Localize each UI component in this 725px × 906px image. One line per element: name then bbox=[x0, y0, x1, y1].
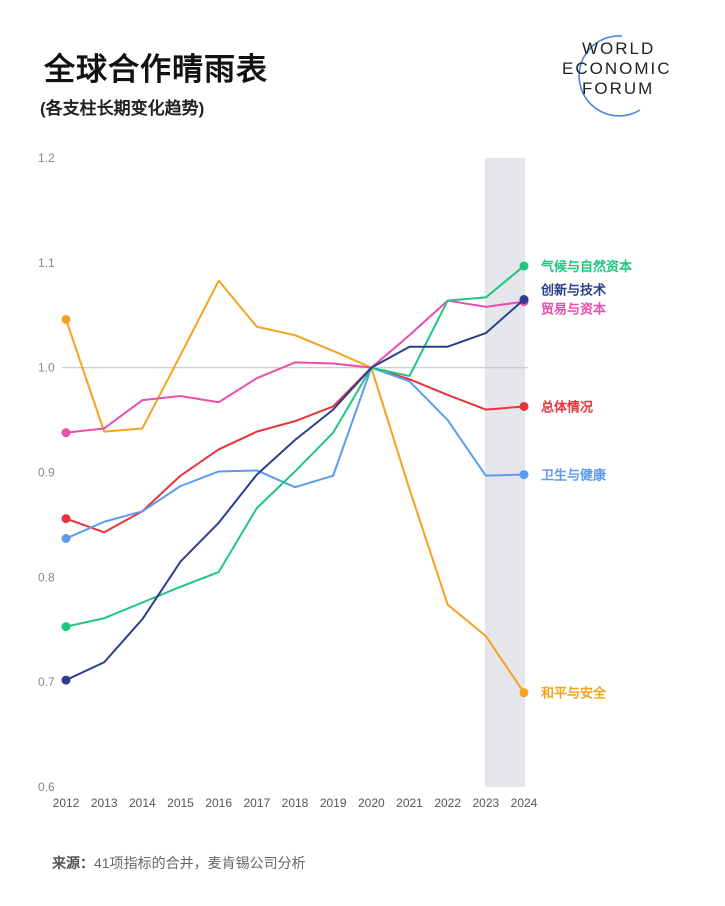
x-tick-label: 2013 bbox=[91, 796, 118, 810]
x-tick-label: 2022 bbox=[434, 796, 461, 810]
y-tick-label: 0.6 bbox=[38, 780, 55, 794]
series-label: 贸易与资本 bbox=[541, 302, 606, 317]
x-tick-label: 2020 bbox=[358, 796, 385, 810]
x-tick-label: 2015 bbox=[167, 796, 194, 810]
x-tick-label: 2012 bbox=[53, 796, 80, 810]
x-tick-label: 2014 bbox=[129, 796, 156, 810]
series-label: 总体情况 bbox=[541, 399, 593, 414]
y-tick-label: 1.2 bbox=[38, 151, 55, 165]
y-tick-label: 0.8 bbox=[38, 570, 55, 584]
x-tick-label: 2016 bbox=[205, 796, 232, 810]
source-text: 41项指标的合并，麦肯锡公司分析 bbox=[94, 855, 306, 871]
chart-title: 全球合作晴雨表 bbox=[44, 52, 268, 87]
series-start-point bbox=[61, 675, 71, 685]
wef-logo: WORLD ECONOMIC FORUM bbox=[562, 35, 672, 117]
series-end-point bbox=[519, 295, 529, 305]
chart-subtitle: (各支柱长期变化趋势) bbox=[40, 99, 205, 118]
series-line bbox=[65, 366, 525, 540]
series-start-point bbox=[61, 534, 71, 544]
series-line bbox=[65, 366, 525, 534]
x-tick-label: 2024 bbox=[511, 796, 538, 810]
series-end-point bbox=[519, 470, 529, 480]
logo-line-2: ECONOMIC bbox=[562, 59, 672, 78]
series-line bbox=[65, 265, 525, 628]
y-tick-label: 1.0 bbox=[38, 361, 55, 375]
y-tick-label: 0.7 bbox=[38, 675, 55, 689]
series-label: 卫生与健康 bbox=[541, 468, 607, 483]
series-start-point bbox=[61, 314, 71, 324]
series-start-point bbox=[61, 428, 71, 438]
series-end-point bbox=[519, 688, 529, 698]
series-line bbox=[65, 299, 525, 434]
series-end-point bbox=[519, 261, 529, 271]
x-tick-label: 2019 bbox=[320, 796, 347, 810]
x-tick-label: 2021 bbox=[396, 796, 423, 810]
source-label: 来源： bbox=[52, 855, 94, 871]
series-label: 和平与安全 bbox=[541, 686, 607, 701]
x-tick-label: 2023 bbox=[472, 796, 499, 810]
series-label: 气候与自然资本 bbox=[541, 259, 632, 274]
x-tick-label: 2017 bbox=[243, 796, 270, 810]
y-tick-label: 1.1 bbox=[38, 256, 55, 270]
series-start-point bbox=[61, 514, 71, 524]
series-label: 创新与技术 bbox=[540, 283, 606, 298]
series-line bbox=[65, 279, 525, 694]
x-tick-label: 2018 bbox=[282, 796, 309, 810]
logo-line-1: WORLD bbox=[582, 39, 655, 58]
series-start-point bbox=[61, 622, 71, 632]
y-tick-label: 0.9 bbox=[38, 466, 55, 480]
series-end-point bbox=[519, 401, 529, 411]
logo-line-3: FORUM bbox=[582, 79, 654, 98]
series-line bbox=[65, 298, 525, 681]
highlight-band bbox=[484, 158, 525, 787]
source-note: 来源：41项指标的合并，麦肯锡公司分析 bbox=[52, 853, 306, 873]
